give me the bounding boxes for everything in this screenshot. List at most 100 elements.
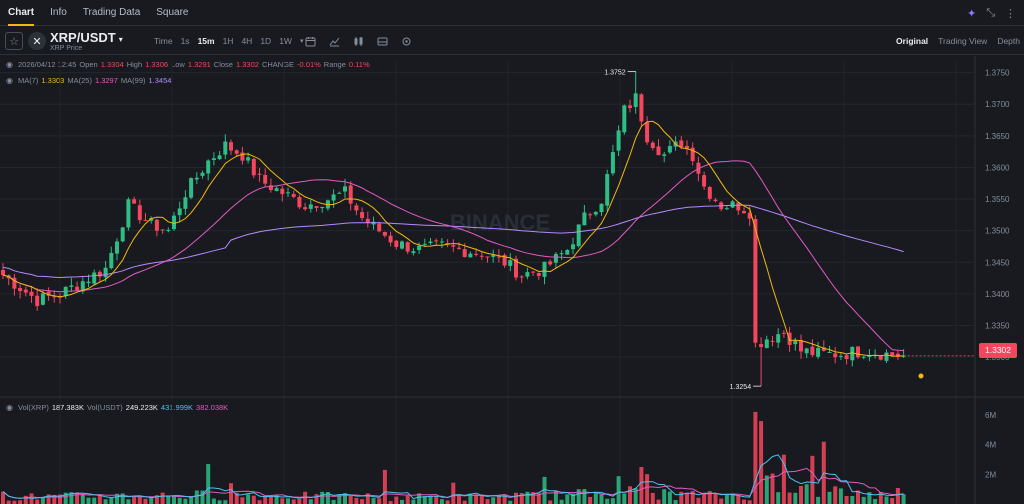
candle-body <box>337 192 342 194</box>
view-depth[interactable]: Depth <box>997 36 1020 46</box>
more-icon[interactable]: ⋮ <box>1005 7 1016 20</box>
volume-bar <box>707 491 712 504</box>
low-annotation: 1.3254 <box>730 384 752 391</box>
candle-body <box>531 271 536 273</box>
volume-bar <box>593 492 598 504</box>
volume-bar <box>679 491 684 504</box>
volume-bar <box>656 499 661 504</box>
ma25-line <box>2 160 904 352</box>
volume-bar <box>35 499 40 504</box>
interval-1s[interactable]: 1s <box>180 36 190 46</box>
interval-1w[interactable]: 1W <box>279 36 292 46</box>
volume-bar <box>325 492 330 504</box>
candle-body <box>856 346 860 358</box>
interval-1d[interactable]: 1D <box>260 36 272 46</box>
eye-icon[interactable]: ◉ <box>6 403 13 412</box>
volume-bar <box>246 494 251 504</box>
volume-bar <box>337 494 342 504</box>
indicator-icon[interactable] <box>329 36 340 47</box>
volume-bar <box>86 497 91 504</box>
volume-bar <box>559 499 564 504</box>
collapse-icon[interactable]: ⤡ <box>986 6 995 19</box>
volume-bar <box>115 493 119 504</box>
volume-bar <box>23 495 28 504</box>
volume-bar <box>200 490 205 504</box>
ma7-line <box>2 120 904 357</box>
eye-icon[interactable]: ◉ <box>6 76 13 85</box>
volume-bar <box>97 495 102 504</box>
sparkle-icon[interactable]: ✦ <box>966 7 977 20</box>
candle-body <box>496 256 501 258</box>
volume-bar <box>895 488 900 504</box>
interval-time[interactable]: Time <box>154 36 173 46</box>
interval-1h[interactable]: 1H <box>222 36 234 46</box>
candle-body <box>308 204 313 209</box>
interval-more-icon[interactable]: ▾ <box>299 38 304 45</box>
volume-bar <box>804 484 809 504</box>
tab-chart[interactable]: Chart <box>0 0 42 26</box>
candle-body <box>616 130 621 151</box>
candle-body <box>12 277 17 289</box>
volume-bar <box>850 496 855 504</box>
calendar-icon[interactable] <box>305 36 316 47</box>
candle-body <box>166 229 171 231</box>
volume-bar <box>479 494 484 504</box>
favorite-star-icon[interactable]: ☆ <box>5 32 23 50</box>
volume-bar <box>861 496 866 504</box>
volume-bar <box>690 491 695 504</box>
high-label: High <box>126 60 143 69</box>
volume-bar <box>536 493 541 504</box>
volume-bar <box>6 500 11 504</box>
volume-ma2-line <box>2 467 904 499</box>
tab-square[interactable]: Square <box>156 6 189 18</box>
volume-bar <box>742 499 746 504</box>
change-value: -0.01% <box>297 60 321 69</box>
volume-bar <box>474 494 479 504</box>
volume-bar <box>388 501 393 504</box>
volume-bar <box>303 491 308 504</box>
volume-bar <box>901 494 906 504</box>
volume-bar <box>867 492 872 504</box>
candle-body <box>297 196 302 208</box>
view-trading-view[interactable]: Trading View <box>938 36 988 46</box>
volume-bar <box>63 492 68 504</box>
candle-body <box>662 154 667 156</box>
candle-body <box>451 245 456 247</box>
volume-bar <box>18 500 23 504</box>
tab-info[interactable]: Info <box>50 6 67 18</box>
eye-icon[interactable]: ◉ <box>6 60 13 69</box>
chart-toolbar: ☆ ✕ XRP/USDT ▾ XRP Price Time 1s 15m 1H 4… <box>0 27 1024 55</box>
interval-4h[interactable]: 4H <box>241 36 253 46</box>
settings-icon[interactable] <box>401 36 412 47</box>
volume-bar <box>343 493 347 504</box>
volume-bar <box>377 498 382 504</box>
volume-bar <box>810 455 815 504</box>
volume-bar <box>40 497 45 504</box>
candle-body <box>816 347 821 357</box>
volume-bar <box>394 496 399 504</box>
vol-usdt-label: Vol(USDT) <box>86 403 123 412</box>
candle-body <box>263 174 268 184</box>
interval-15m[interactable]: 15m <box>197 36 215 46</box>
view-original[interactable]: Original <box>896 36 929 46</box>
candle-body <box>588 214 593 216</box>
candle-body <box>360 212 365 219</box>
candle-body <box>46 291 51 296</box>
volume-bar <box>12 500 17 504</box>
volume-bar <box>451 482 456 504</box>
volume-bar <box>827 491 832 504</box>
open-label: Open <box>79 60 98 69</box>
volume-bar <box>360 499 365 504</box>
candle-body <box>189 178 194 198</box>
candle-body <box>838 355 843 357</box>
template-icon[interactable] <box>377 36 388 47</box>
chart-type-icon[interactable] <box>353 36 364 47</box>
candle-body <box>890 352 895 356</box>
tab-trading-data[interactable]: Trading Data <box>82 6 141 18</box>
volume-bar <box>297 498 302 504</box>
pair-selector[interactable]: XRP/USDT ▾ <box>50 30 123 45</box>
volume-bar <box>759 421 764 504</box>
volume-bar <box>137 496 142 504</box>
volume-bar <box>286 498 290 504</box>
